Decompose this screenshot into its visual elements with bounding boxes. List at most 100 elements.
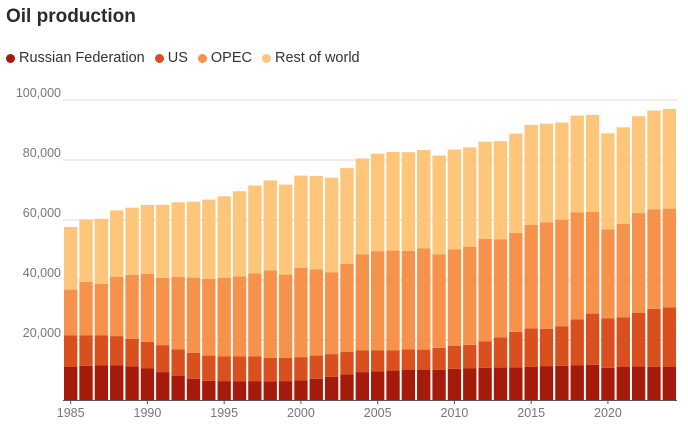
bar-us-1999 [278,358,293,382]
bar-russian-federation-1994 [202,380,216,400]
bar-opec-1989 [125,274,139,339]
bar-russian-federation-2003 [340,374,354,400]
bar-russian-federation-2018 [570,365,584,400]
bar-opec-2013 [493,239,508,338]
bar-us-2011 [463,344,477,369]
legend-label-rest-of-world: Rest of world [275,50,360,66]
bar-russian-federation-1995 [217,381,231,400]
bar-us-2019 [585,313,600,365]
bar-opec-2012 [478,238,492,342]
bar-opec-2004 [355,254,369,351]
bar-rest-of-world-2008 [417,150,431,249]
bar-us-1986 [79,335,93,366]
legend-swatch-russian-federation [6,53,15,63]
bar-rest-of-world-1987 [94,218,109,284]
bar-rest-of-world-1986 [79,219,93,282]
bar-rest-of-world-1995 [217,196,231,278]
bar-rest-of-world-2016 [539,123,554,223]
bar-russian-federation-1987 [94,365,109,400]
bar-rest-of-world-1985 [64,226,78,290]
bar-russian-federation-2016 [539,366,554,400]
bar-rest-of-world-2017 [555,122,569,220]
bar-rest-of-world-1998 [263,180,277,271]
bar-russian-federation-1992 [171,376,185,400]
bar-opec-2011 [463,246,477,345]
bar-russian-federation-2009 [432,369,446,400]
bar-russian-federation-1996 [232,381,247,400]
bar-opec-2014 [509,232,523,332]
bar-rest-of-world-1991 [156,204,170,278]
bar-us-1998 [263,357,277,382]
bar-opec-1985 [64,289,78,336]
bar-rest-of-world-2010 [447,149,462,250]
x-tick-label-1995: 1995 [210,406,238,420]
bar-opec-1994 [202,278,216,356]
bar-us-1997 [248,356,262,382]
bar-rest-of-world-1988 [110,210,124,277]
bar-rest-of-world-2012 [478,141,492,239]
bar-us-2013 [493,337,508,368]
bar-opec-1992 [171,276,185,350]
bar-opec-2006 [386,250,400,351]
bar-rest-of-world-2003 [340,168,354,264]
bar-russian-federation-2013 [493,367,508,400]
bar-us-1985 [64,335,78,367]
legend-item-opec: OPEC [197,50,252,66]
bar-russian-federation-1989 [125,366,139,400]
bar-rest-of-world-2006 [386,151,400,251]
bar-russian-federation-2004 [355,372,369,400]
bar-russian-federation-1997 [248,381,262,400]
bar-us-2000 [294,357,308,381]
bar-rest-of-world-2015 [524,124,538,225]
x-tick-label-2000: 2000 [287,406,315,420]
bar-opec-1996 [232,276,247,357]
bar-opec-2002 [324,272,339,355]
bar-us-1994 [202,355,216,381]
bar-rest-of-world-2019 [585,115,600,212]
bar-russian-federation-2017 [555,365,569,400]
x-tick-label-1985: 1985 [57,406,85,420]
bar-rest-of-world-1993 [186,201,201,278]
bar-us-1996 [232,356,247,382]
bar-russian-federation-2019 [585,364,600,400]
bar-opec-1999 [278,274,293,358]
bar-opec-1987 [94,283,109,336]
bar-opec-2021 [616,223,630,318]
bar-russian-federation-1991 [156,372,170,400]
bar-opec-1991 [156,277,170,346]
bar-rest-of-world-2024 [662,109,676,209]
bar-us-1992 [171,349,185,376]
bar-rest-of-world-2005 [371,153,385,252]
bar-us-2014 [509,331,523,368]
bar-opec-2010 [447,249,462,346]
x-tick-label-1990: 1990 [134,406,162,420]
bar-opec-1990 [140,274,155,342]
bar-rest-of-world-2009 [432,155,446,255]
chart-legend: Russian Federation US OPEC Rest of world [6,50,370,66]
y-tick-label-40000: 40,000 [23,266,61,280]
legend-swatch-rest-of-world [262,53,271,63]
bar-opec-2022 [631,213,646,313]
bar-opec-2001 [309,269,323,356]
bar-rest-of-world-2000 [294,175,308,268]
bar-russian-federation-2024 [662,367,676,400]
bar-opec-1995 [217,277,231,357]
bar-russian-federation-1993 [186,378,201,400]
bar-opec-2023 [647,209,661,309]
bar-us-2002 [324,354,339,377]
bar-us-1989 [125,338,139,367]
bar-opec-2018 [570,212,584,320]
bar-rest-of-world-2014 [509,133,523,233]
bar-us-2003 [340,352,354,375]
bar-us-1991 [156,345,170,373]
bar-rest-of-world-1996 [232,191,247,277]
bar-opec-2024 [662,208,676,308]
bar-us-2024 [662,307,676,367]
bar-opec-1993 [186,277,201,353]
bar-rest-of-world-2021 [616,127,630,224]
bar-us-2010 [447,346,462,369]
bar-russian-federation-2000 [294,380,308,400]
bar-russian-federation-2006 [386,370,400,400]
bar-russian-federation-2001 [309,378,323,400]
